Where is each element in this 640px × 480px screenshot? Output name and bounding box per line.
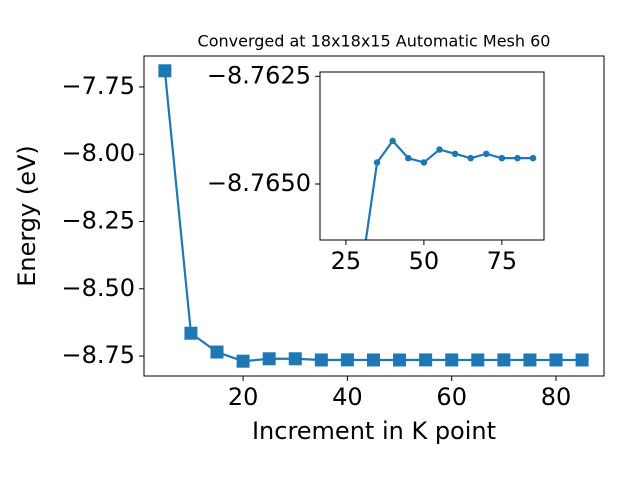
- marker: [314, 353, 328, 367]
- series-group: [364, 137, 537, 240]
- marker: [529, 154, 537, 162]
- y-tick-label: −8.7625: [207, 61, 311, 89]
- marker: [471, 353, 485, 367]
- y-tick-label: −8.7650: [207, 169, 311, 197]
- marker: [158, 64, 172, 78]
- axes-frame: [143, 55, 605, 377]
- marker: [340, 353, 354, 367]
- chart-title: Converged at 18x18x15 Automatic Mesh 60: [198, 32, 551, 51]
- marker: [262, 352, 276, 366]
- x-tick-label: 60: [436, 383, 467, 411]
- marker: [575, 353, 589, 367]
- y-tick-label: −7.75: [61, 72, 135, 100]
- marker: [549, 353, 563, 367]
- marker: [498, 154, 506, 162]
- marker: [497, 353, 511, 367]
- marker: [236, 354, 250, 368]
- marker: [210, 345, 224, 359]
- x-tick-label: 50: [409, 247, 440, 275]
- marker: [393, 353, 407, 367]
- marker: [483, 150, 490, 158]
- marker: [288, 352, 302, 366]
- x-tick-label: 40: [332, 383, 363, 411]
- x-tick-label: 80: [541, 383, 572, 411]
- x-tick-label: 20: [228, 383, 259, 411]
- marker: [184, 326, 198, 340]
- series-group: [158, 64, 589, 368]
- x-tick-label: 25: [331, 247, 362, 275]
- marker: [445, 353, 459, 367]
- marker: [514, 154, 521, 162]
- y-tick-label: −8.75: [61, 341, 135, 369]
- marker: [451, 150, 459, 158]
- marker: [373, 159, 381, 166]
- y-tick-label: −8.00: [61, 139, 135, 167]
- axes-frame: [319, 71, 545, 241]
- y-axis-label: Energy (eV): [13, 145, 41, 287]
- marker: [366, 353, 380, 367]
- marker: [436, 146, 443, 153]
- x-tick-label: 75: [487, 247, 518, 275]
- marker: [467, 154, 474, 162]
- x-axis-label: Increment in K point: [252, 417, 496, 445]
- marker: [523, 353, 537, 367]
- marker: [389, 137, 396, 145]
- marker: [405, 154, 412, 162]
- marker: [420, 159, 428, 166]
- marker: [419, 353, 433, 367]
- y-tick-label: −8.50: [61, 274, 135, 302]
- y-tick-label: −8.25: [61, 207, 135, 235]
